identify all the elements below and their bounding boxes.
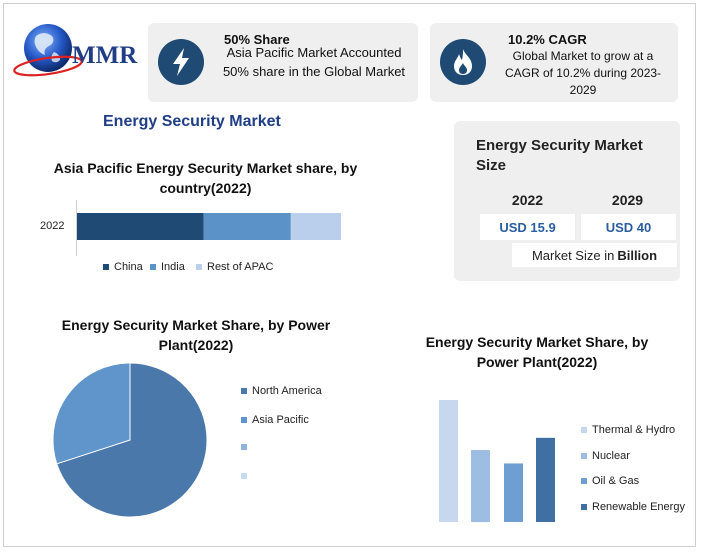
share-card-text: Asia Pacific Market Accounted 50% share … bbox=[222, 45, 406, 79]
bar-legend-0: Thermal & Hydro bbox=[581, 424, 675, 436]
bar-legend-0-label: Thermal & Hydro bbox=[592, 424, 676, 436]
year-2022-label: 2022 bbox=[511, 192, 544, 208]
country-chart-axis bbox=[76, 200, 77, 256]
infographic-frame bbox=[3, 3, 696, 547]
unit-bold: Billion bbox=[617, 247, 658, 263]
stack-legend-1-label: India bbox=[161, 261, 185, 273]
cagr-card-badge bbox=[440, 39, 486, 85]
bar-nuclear bbox=[471, 450, 490, 522]
stack-legend-2-swatch bbox=[196, 264, 202, 270]
value-2029: USD 40 bbox=[581, 214, 676, 240]
market-size-panel: Energy Security Market Size 2022 2029 US… bbox=[454, 121, 680, 281]
stack-legend-0-label: China bbox=[114, 261, 143, 273]
pie-slice-north-america bbox=[56, 362, 208, 518]
main-title: Energy Security Market bbox=[103, 113, 281, 130]
bar-legend-2-swatch bbox=[581, 478, 587, 484]
pie-legend-1-label: Asia Pacific bbox=[252, 414, 309, 426]
pie-legend-2 bbox=[241, 444, 252, 450]
lightning-icon bbox=[173, 48, 189, 76]
bar-legend-1-label: Nuclear bbox=[592, 450, 630, 462]
cagr-card-title: 10.2% CAGR bbox=[508, 32, 587, 47]
stack-bar-rest-of-apac bbox=[290, 213, 341, 240]
pie-legend-1: Asia Pacific bbox=[241, 414, 309, 426]
year-2029-label: 2029 bbox=[611, 192, 644, 208]
stack-legend-2-label: Rest of APAC bbox=[207, 261, 274, 273]
market-size-title: Energy Security Market Size bbox=[476, 137, 643, 174]
market-size-unit: Market Size in Billion bbox=[512, 243, 677, 267]
pie-legend-0: North America bbox=[241, 385, 322, 397]
pie-slice-asia-pacific bbox=[52, 362, 131, 465]
stack-bar-china bbox=[77, 213, 204, 240]
bar-legend-0-swatch bbox=[581, 427, 587, 433]
stack-bar-india bbox=[203, 213, 291, 240]
stack-legend-2: Rest of APAC bbox=[196, 261, 273, 273]
share-card-badge bbox=[158, 39, 204, 85]
share-card: 50% Share Asia Pacific Market Accounted … bbox=[148, 23, 418, 102]
pie-legend-2-swatch bbox=[241, 444, 247, 450]
bar-legend-2: Oil & Gas bbox=[581, 475, 639, 487]
value-2022: USD 15.9 bbox=[480, 214, 575, 240]
stack-legend-1: India bbox=[150, 261, 185, 273]
pie-chart-title: Energy Security Market Share, by Power P… bbox=[61, 317, 331, 353]
stack-legend-0: China bbox=[103, 261, 143, 273]
pie-legend-1-swatch bbox=[241, 417, 247, 423]
bar-legend-3-swatch bbox=[581, 504, 587, 510]
bar-legend-3-label: Renewable Energy bbox=[592, 501, 685, 513]
bar-legend-2-label: Oil & Gas bbox=[592, 475, 640, 487]
stack-legend-1-swatch bbox=[150, 264, 156, 270]
bar-legend-1-swatch bbox=[581, 453, 587, 459]
bar-renewable-energy bbox=[536, 437, 555, 522]
bar-thermal-hydro bbox=[439, 400, 458, 522]
pie-legend-3-swatch bbox=[241, 473, 247, 479]
bar-oil-gas bbox=[504, 463, 523, 522]
unit-prefix: Market Size in bbox=[531, 247, 615, 263]
bar-legend-1: Nuclear bbox=[581, 450, 630, 462]
bar-legend-3: Renewable Energy bbox=[581, 501, 685, 513]
bar-chart-title: Energy Security Market Share, by Power P… bbox=[425, 334, 649, 370]
pie-legend-0-swatch bbox=[241, 388, 247, 394]
globe-logo-icon bbox=[13, 24, 83, 77]
pie-legend-0-label: North America bbox=[252, 385, 322, 397]
pie-legend-3 bbox=[241, 473, 252, 479]
brand-logo-text: MMR bbox=[72, 42, 138, 69]
stack-legend-0-swatch bbox=[103, 264, 109, 270]
cagr-card: 10.2% CAGR Global Market to grow at a CA… bbox=[430, 23, 678, 102]
country-chart-category-label: 2022 bbox=[40, 220, 65, 232]
flame-icon bbox=[454, 49, 472, 75]
country-chart-title: Asia Pacific Energy Security Market shar… bbox=[53, 160, 358, 196]
share-card-title: 50% Share bbox=[224, 32, 290, 47]
cagr-card-text: Global Market to grow at a CAGR of 10.2%… bbox=[504, 49, 662, 97]
